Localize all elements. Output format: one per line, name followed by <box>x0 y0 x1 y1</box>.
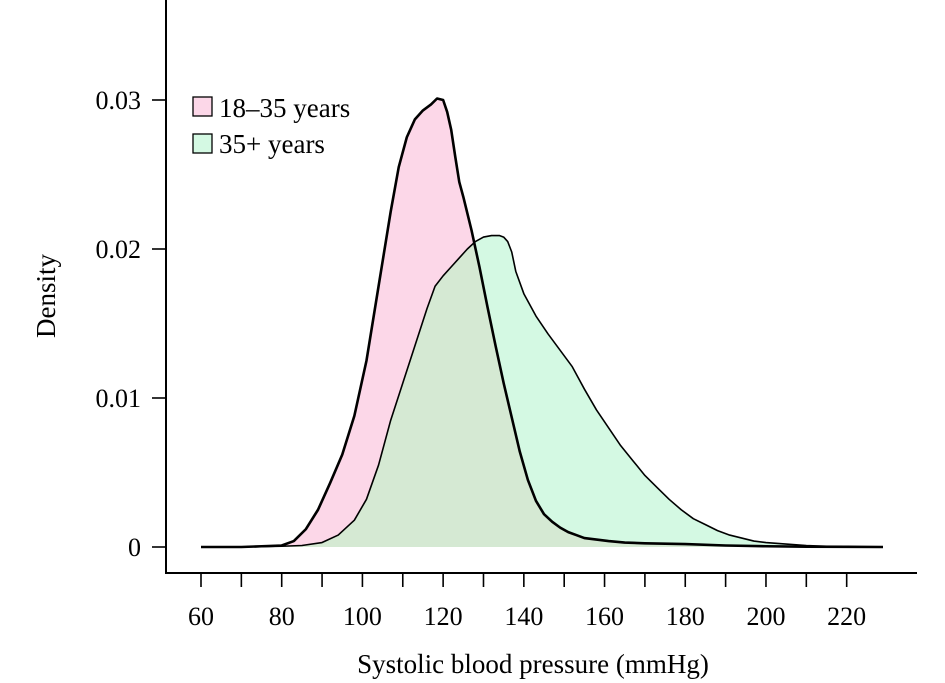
x-tick-label: 160 <box>585 602 624 631</box>
x-axis-ticks: 60 80 100 120 140 160 180 200 220 <box>188 573 866 631</box>
legend-label-35plus: 35+ years <box>219 129 325 159</box>
line-18-35-years <box>201 97 884 549</box>
x-tick-label: 100 <box>343 602 382 631</box>
y-tick-label: 0.02 <box>96 235 142 264</box>
axes <box>165 0 917 574</box>
line-35plus-years <box>201 234 884 548</box>
density-fills <box>201 98 883 547</box>
y-axis-title: Density <box>31 254 61 338</box>
y-axis-ticks: 0 0.01 0.02 0.03 <box>96 86 166 562</box>
area-35plus-years <box>201 235 883 547</box>
x-tick-label: 120 <box>424 602 463 631</box>
legend-swatch-35plus <box>192 133 213 154</box>
x-tick-label: 200 <box>746 602 785 631</box>
y-tick-label: 0.01 <box>96 384 142 413</box>
legend: 18–35 years 35+ years <box>192 93 350 159</box>
x-tick-label: 80 <box>269 602 295 631</box>
x-tick-label: 180 <box>666 602 705 631</box>
legend-swatch-18-35 <box>192 96 213 117</box>
y-tick-label: 0.03 <box>96 86 142 115</box>
x-tick-label: 140 <box>504 602 543 631</box>
legend-label-18-35: 18–35 years <box>219 93 350 123</box>
area-18-35-years <box>201 98 883 547</box>
x-tick-label: 220 <box>827 602 866 631</box>
x-tick-label: 60 <box>188 602 214 631</box>
density-outlines <box>201 97 884 549</box>
y-tick-label: 0 <box>128 533 141 562</box>
x-axis-title: Systolic blood pressure (mmHg) <box>357 649 709 679</box>
